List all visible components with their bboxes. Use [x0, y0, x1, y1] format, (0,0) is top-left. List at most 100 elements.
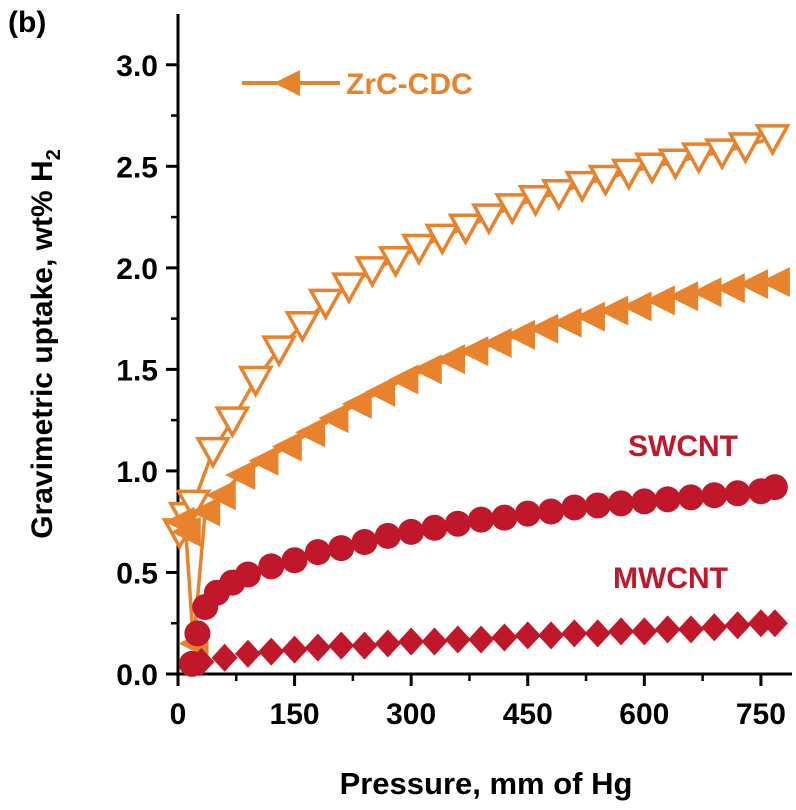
y-tick-label: 0.0 [116, 659, 158, 692]
y-tick-label: 1.5 [116, 354, 158, 387]
data-point [307, 288, 344, 321]
data-point [538, 621, 565, 650]
x-axis-title: Pressure, mm of Hg [340, 766, 633, 801]
data-point [468, 506, 495, 533]
swcnt-label: SWCNT [628, 430, 738, 463]
data-point [447, 213, 484, 246]
data-point [491, 623, 518, 652]
data-point [470, 203, 507, 236]
data-point [258, 637, 285, 666]
data-point [621, 291, 652, 322]
data-point [424, 223, 461, 256]
data-point [677, 615, 704, 644]
data-point [237, 365, 274, 399]
data-point [587, 164, 624, 198]
data-point [481, 327, 512, 358]
data-point [761, 609, 788, 638]
data-point [631, 617, 658, 646]
data-point [328, 631, 355, 660]
data-point [351, 529, 378, 555]
data-point [284, 310, 321, 344]
data-point [608, 490, 635, 517]
data-point [654, 615, 681, 644]
data-point [761, 474, 788, 501]
x-tick-label: 0 [170, 698, 187, 731]
x-tick-label: 150 [270, 698, 320, 731]
data-point [704, 138, 741, 171]
data-point [190, 496, 221, 527]
data-point [328, 535, 355, 562]
data-point [494, 193, 531, 226]
y-axis-title-subscript: 2 [43, 149, 65, 160]
data-point [701, 613, 728, 642]
y-tick-label: 2.5 [116, 151, 158, 184]
data-point [584, 492, 611, 519]
data-point [657, 148, 694, 181]
data-point [538, 498, 565, 525]
series-line [177, 136, 774, 533]
data-point [261, 335, 298, 368]
data-point [374, 522, 401, 549]
data-point [724, 480, 751, 507]
data-point [444, 510, 471, 537]
data-point [175, 489, 212, 523]
data-point [214, 406, 251, 439]
y-tick-label: 2.0 [116, 253, 158, 286]
data-point [341, 388, 372, 419]
data-point [759, 267, 790, 298]
data-point [211, 643, 238, 672]
x-tick-label: 750 [736, 698, 786, 731]
data-point [195, 436, 231, 470]
legend: ZrC-CDC [242, 68, 473, 101]
legend-label: ZrC-CDC [346, 68, 473, 101]
data-point [281, 635, 308, 664]
data-point [564, 170, 601, 204]
data-point [281, 547, 308, 574]
data-point [188, 647, 215, 676]
data-point [574, 301, 605, 332]
series-group [178, 474, 788, 677]
data-point [170, 516, 201, 547]
data-point [727, 132, 764, 165]
data-point [377, 245, 414, 279]
data-point [421, 627, 448, 656]
data-point [691, 277, 722, 308]
series-marks [161, 124, 791, 677]
ticks: 0.0 0.5 1.0 1.5 2.0 2.5 3.0 0 150 300 450 600 750 [116, 50, 786, 731]
data-point [738, 269, 769, 300]
axes [166, 14, 792, 676]
data-point [374, 629, 401, 658]
series-group [164, 267, 790, 659]
data-point [318, 403, 349, 434]
data-point [234, 639, 261, 668]
y-axis-title: Gravimetric uptake, wt% H2 [26, 149, 65, 539]
x-tick-label: 300 [386, 698, 436, 731]
data-point [435, 344, 466, 375]
data-point [701, 482, 728, 509]
data-point [398, 518, 425, 545]
data-point [584, 619, 611, 648]
x-tick-label: 450 [503, 698, 553, 731]
data-point [411, 354, 442, 385]
data-point [540, 178, 577, 212]
mwcnt-label: MWCNT [613, 562, 728, 595]
legend-marker [274, 70, 300, 96]
data-point [421, 514, 448, 541]
series-group [188, 609, 788, 676]
data-point [351, 631, 378, 660]
data-point [747, 609, 774, 638]
data-point [677, 484, 704, 511]
data-point [398, 627, 425, 656]
data-point [295, 417, 326, 448]
data-point [184, 620, 211, 647]
data-point [561, 619, 588, 648]
x-tick-label: 600 [619, 698, 669, 731]
data-point [205, 480, 236, 511]
data-point [680, 142, 717, 175]
data-point [514, 500, 541, 527]
data-point [491, 504, 518, 531]
panel-label: (b) [8, 6, 46, 39]
y-tick-label: 3.0 [116, 50, 158, 83]
data-point [714, 273, 745, 304]
